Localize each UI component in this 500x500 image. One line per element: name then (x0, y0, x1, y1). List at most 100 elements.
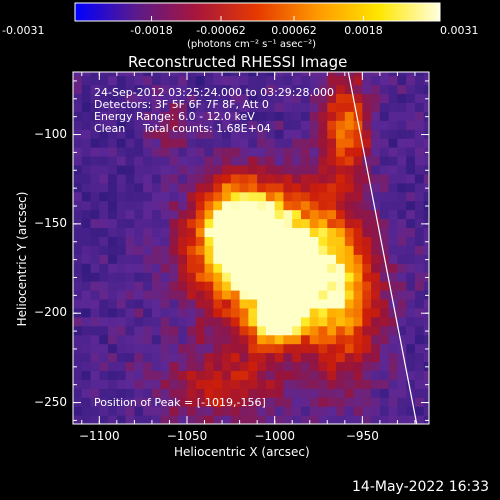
heatmap-cell (90, 227, 100, 237)
annotation-energy-range: Energy Range: 6.0 - 12.0 keV (94, 110, 255, 123)
colorbar-tick-label: 0.0018 (344, 24, 383, 37)
heatmap-cell (195, 406, 206, 416)
heatmap-cell (300, 263, 311, 273)
heatmap-cell (195, 155, 206, 166)
heatmap-cell (371, 227, 381, 237)
heatmap-cell (379, 102, 390, 112)
heatmap-cell (116, 72, 127, 77)
heatmap-cell (73, 254, 83, 264)
heatmap-cell (151, 343, 162, 354)
heatmap-cell (160, 298, 171, 309)
heatmap-cell (108, 281, 118, 291)
heatmap-cell (204, 218, 214, 229)
heatmap-cell (239, 147, 249, 157)
heatmap-cell (379, 343, 390, 354)
heatmap-cell (274, 263, 285, 273)
heatmap-cell (414, 388, 425, 398)
heatmap-cell (300, 72, 311, 77)
heatmap-cell (318, 147, 328, 157)
heatmap-cell (222, 397, 232, 407)
heatmap-cell (327, 75, 337, 86)
heatmap-cell (257, 272, 267, 282)
heatmap-cell (344, 191, 355, 202)
heatmap-cell (213, 245, 223, 255)
heatmap-cell (134, 72, 144, 77)
heatmap-cell (186, 254, 197, 264)
heatmap-cell (204, 227, 214, 237)
heatmap-cell (99, 191, 109, 202)
heatmap-cell (248, 379, 258, 389)
heatmap-cell (414, 218, 425, 229)
heatmap-cell (195, 281, 206, 291)
heatmap-cell (222, 352, 232, 363)
heatmap-cell (423, 289, 429, 300)
heatmap-cell (353, 102, 363, 112)
heatmap-cell (257, 191, 267, 202)
heatmap-cell (134, 307, 144, 318)
heatmap-cell (362, 334, 372, 345)
heatmap-cell (108, 102, 118, 112)
heatmap-cell (423, 93, 429, 103)
heatmap-cell (336, 325, 346, 336)
heatmap-cell (125, 298, 135, 309)
heatmap-cell (73, 182, 83, 193)
heatmap-cell (248, 415, 258, 424)
heatmap-cell (99, 397, 109, 407)
heatmap-cell (414, 245, 425, 255)
heatmap-cell (73, 147, 83, 157)
heatmap-cell (336, 200, 346, 211)
heatmap-cell (73, 84, 83, 95)
heatmap-cell (371, 325, 381, 336)
heatmap-cell (178, 352, 188, 363)
colorbar-tick-label: 0.0031 (440, 24, 479, 37)
heatmap-cell (283, 370, 293, 380)
heatmap-cell (134, 343, 144, 354)
heatmap-cell (309, 254, 320, 264)
heatmap-cell (318, 325, 328, 336)
heatmap-cell (99, 218, 109, 229)
heatmap-cell (309, 75, 320, 86)
heatmap-cell (186, 84, 197, 95)
heatmap-cell (353, 173, 363, 184)
heatmap-cell (406, 93, 416, 103)
heatmap-cell (318, 406, 328, 416)
heatmap-cell (134, 388, 144, 398)
heatmap-cell (300, 370, 311, 380)
heatmap-cell (222, 245, 232, 255)
heatmap-cell (169, 93, 179, 103)
heatmap-cell (116, 298, 127, 309)
heatmap-cell (151, 316, 162, 327)
heatmap-cell (99, 129, 109, 139)
heatmap-cell (213, 254, 223, 264)
heatmap-cell (300, 334, 311, 345)
heatmap-cell (423, 164, 429, 175)
heatmap-cell (178, 361, 188, 371)
heatmap-cell (178, 191, 188, 202)
heatmap-cell (283, 72, 293, 77)
heatmap-cell (362, 75, 372, 86)
heatmap-cell (344, 263, 355, 273)
heatmap-cell (309, 379, 320, 389)
x-tick-label: −950 (345, 429, 379, 443)
heatmap-cell (265, 218, 276, 229)
heatmap-cell (160, 370, 171, 380)
heatmap-cell (108, 75, 118, 86)
heatmap-cell (186, 227, 197, 237)
heatmap-cell (257, 200, 267, 211)
heatmap-cell (265, 388, 276, 398)
heatmap-cell (309, 263, 320, 273)
heatmap-cell (134, 334, 144, 345)
heatmap-cell (371, 281, 381, 291)
heatmap-cell (265, 138, 276, 148)
heatmap-cell (414, 155, 425, 166)
heatmap-cell (160, 147, 171, 157)
heatmap-cell (336, 343, 346, 354)
heatmap-cell (362, 209, 372, 220)
heatmap-cell (186, 191, 197, 202)
heatmap-cell (283, 218, 293, 229)
heatmap-cell (371, 379, 381, 389)
heatmap-cell (257, 147, 267, 157)
heatmap-cell (81, 102, 92, 112)
heatmap-cell (283, 191, 293, 202)
heatmap-cell (90, 334, 100, 345)
